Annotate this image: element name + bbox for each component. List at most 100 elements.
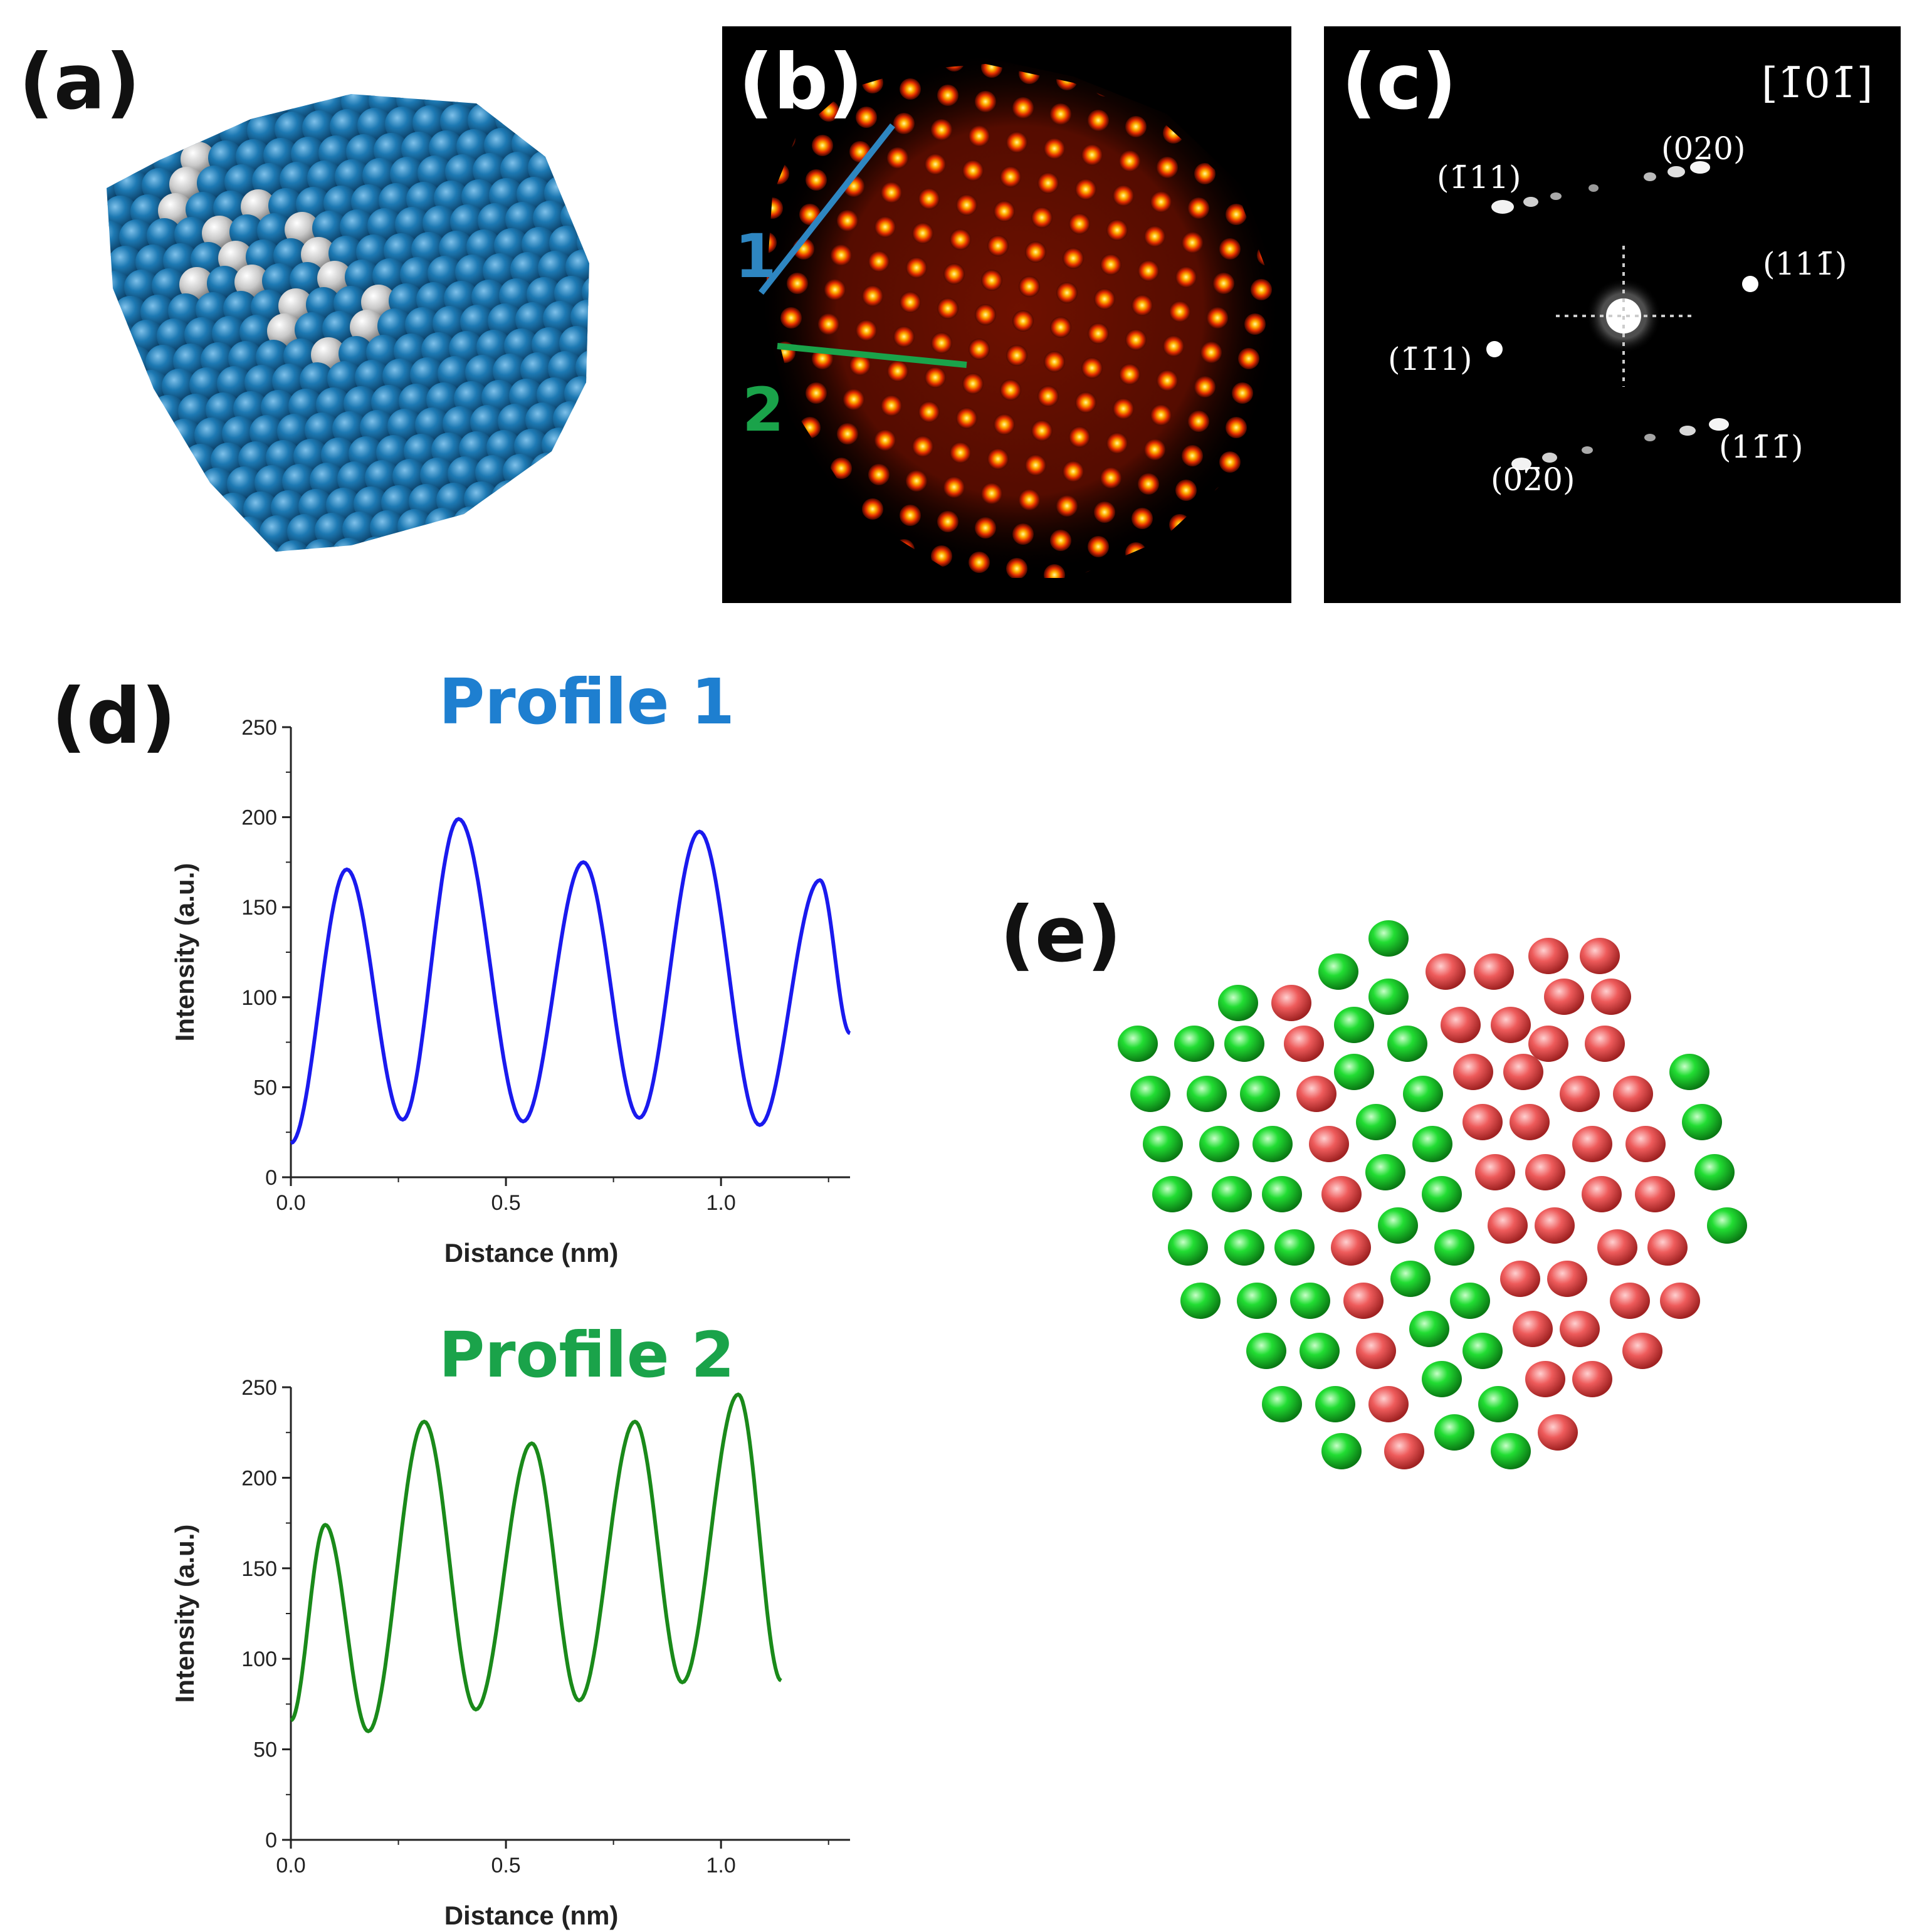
lattice-dot xyxy=(1056,282,1078,303)
cluster-atom xyxy=(307,160,342,196)
lattice-dot xyxy=(862,498,883,520)
lattice-dot xyxy=(1200,342,1222,363)
x-tick-label: 0.0 xyxy=(276,1191,305,1215)
cluster-atom xyxy=(440,104,475,139)
spot-label-2: (020) xyxy=(1661,130,1746,167)
cluster-atom xyxy=(365,460,400,495)
red-atom xyxy=(1463,1104,1503,1140)
y-tick-label: 250 xyxy=(241,716,277,740)
red-atom xyxy=(1271,985,1311,1021)
red-atom xyxy=(1503,1054,1543,1090)
cluster-atom xyxy=(234,265,270,300)
red-atom xyxy=(1426,953,1466,990)
lattice-dot xyxy=(1244,313,1266,335)
cluster-atom xyxy=(189,367,224,402)
lattice-dot xyxy=(1063,248,1084,269)
lattice-dot xyxy=(766,232,777,253)
lattice-dot xyxy=(856,107,877,128)
cluster-atom xyxy=(360,410,395,445)
lattice-dot xyxy=(1150,191,1172,213)
lattice-dot xyxy=(780,307,802,328)
cluster-atom xyxy=(255,465,290,500)
lattice-dot xyxy=(918,401,940,423)
lattice-dot xyxy=(874,216,896,238)
lattice-dot xyxy=(1119,364,1140,385)
cluster-atom xyxy=(367,208,402,243)
green-atom xyxy=(1118,1026,1158,1062)
lattice-dot xyxy=(868,251,890,272)
green-atom xyxy=(1252,1126,1293,1162)
red-atom xyxy=(1560,1311,1600,1347)
red-atom xyxy=(1560,1076,1600,1112)
cluster-atom xyxy=(312,211,347,246)
lattice-dot xyxy=(1188,197,1209,219)
cluster-atom xyxy=(277,414,312,449)
cluster-atom xyxy=(350,310,385,345)
lattice-dot xyxy=(837,210,858,231)
lattice-dot xyxy=(1125,329,1147,350)
cluster-atom xyxy=(147,218,182,253)
lattice-dot xyxy=(1100,467,1121,488)
cluster-atom xyxy=(157,318,192,354)
cluster-atom xyxy=(300,362,335,397)
lattice-dot xyxy=(1044,138,1065,159)
cluster-atom xyxy=(412,105,448,140)
lattice-dot xyxy=(1025,454,1046,476)
cluster-atom xyxy=(244,365,280,400)
red-atom xyxy=(1309,1126,1349,1162)
green-atom xyxy=(1682,1104,1722,1140)
y-tick-label: 200 xyxy=(241,806,277,830)
cluster-atom xyxy=(565,249,589,285)
lattice-dot xyxy=(837,423,858,444)
cluster-atom xyxy=(478,203,513,238)
green-atom xyxy=(1707,1207,1747,1244)
lattice-dot xyxy=(1012,97,1034,118)
lattice-dot xyxy=(1031,420,1053,441)
lattice-dot xyxy=(1063,461,1084,482)
lattice-dot xyxy=(1132,295,1153,316)
red-atom xyxy=(1284,1026,1324,1062)
cluster-atom xyxy=(390,157,425,192)
lattice-dot xyxy=(1037,386,1059,407)
lattice-dot xyxy=(1012,310,1034,332)
lattice-dot xyxy=(994,414,1015,435)
spot-label-4: (1̄1̄1) xyxy=(1388,341,1473,377)
red-atom xyxy=(1296,1076,1336,1112)
red-atom xyxy=(1475,1154,1515,1190)
lattice-dot xyxy=(1081,144,1103,165)
cluster-atom xyxy=(533,201,568,236)
lattice-dot xyxy=(1050,530,1071,551)
green-atom xyxy=(1334,1007,1374,1043)
y-axis-title: Intensity (a.u.) xyxy=(170,1525,199,1703)
cluster-atom xyxy=(322,311,357,346)
cluster-atom xyxy=(217,366,252,401)
green-atom xyxy=(1334,1054,1374,1090)
cluster-atom xyxy=(470,405,505,440)
green-atom xyxy=(1412,1126,1452,1162)
cluster-atom xyxy=(342,512,377,547)
cluster-atom xyxy=(310,463,345,498)
cluster-atom xyxy=(460,305,495,340)
lattice-dot xyxy=(1219,238,1241,260)
lattice-dot xyxy=(1094,501,1115,523)
cluster-atom xyxy=(575,350,589,385)
cluster-atom xyxy=(249,415,285,450)
lattice-dot xyxy=(925,154,946,175)
cluster-atom xyxy=(282,464,317,499)
lattice-dot xyxy=(994,201,1015,222)
cluster-atom xyxy=(548,351,583,386)
red-atom xyxy=(1356,1333,1396,1369)
lattice-dot xyxy=(806,169,827,191)
x-tick-label: 0.5 xyxy=(491,1854,520,1877)
profile-line-2 xyxy=(777,343,967,368)
green-atom xyxy=(1218,985,1258,1021)
red-atom xyxy=(1597,1229,1637,1266)
cluster-atom xyxy=(445,154,480,189)
cluster-atom xyxy=(247,113,282,148)
cluster-atom xyxy=(119,219,154,255)
lattice-dot xyxy=(1006,132,1027,153)
lattice-dot xyxy=(1157,370,1178,391)
green-atom xyxy=(1378,1207,1418,1244)
cluster-atom xyxy=(362,158,397,193)
